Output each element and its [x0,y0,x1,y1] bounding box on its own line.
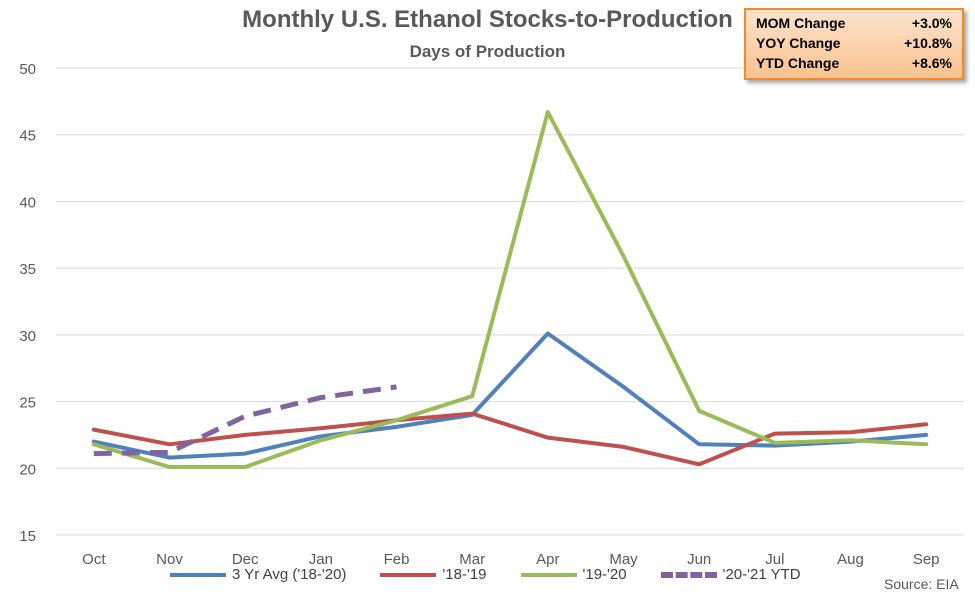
legend-swatch [520,572,577,577]
x-tick-label: Nov [156,551,183,568]
chart-subtitle: Days of Production [409,42,566,61]
legend-item-3yr-avg: 3 Yr Avg ('18-'20) [170,566,346,583]
x-tick-label: Jan [309,551,333,568]
legend-label: '19-'20 [582,566,627,583]
x-tick-label: Mar [459,551,485,568]
series-line-0 [91,331,929,460]
x-tick-label: Apr [536,551,559,568]
source-note: Source: EIA [884,576,959,592]
chart-title: Monthly U.S. Ethanol Stocks-to-Productio… [242,6,733,33]
legend-label: '18-'19 [442,566,487,583]
chart-legend: 3 Yr Avg ('18-'20) '18-'19 '19-'20 '20-'… [170,566,835,583]
x-tick-label: May [609,551,638,568]
y-tick-label: 40 [19,194,36,211]
y-tick-label: 15 [19,528,36,545]
x-tick-label: Sep [913,551,940,568]
legend-item-18-19: '18-'19 [380,566,487,583]
legend-item-20-21-ytd: '20-'21 YTD [660,566,801,583]
x-tick-label: Dec [232,551,259,568]
y-tick-label: 45 [19,128,36,145]
series-line-3 [93,384,397,457]
legend-swatch [380,572,437,577]
legend-swatch [170,572,226,577]
y-tick-label: 20 [19,461,36,478]
stat-row-yoy: YOY Change +10.8% [756,33,952,53]
stats-box: MOM Change +3.0% YOY Change +10.8% YTD C… [744,8,964,80]
stat-label: YOY Change [756,35,841,51]
legend-item-19-20: '19-'20 [520,566,627,583]
x-tick-label: Oct [82,551,106,568]
y-tick-label: 50 [19,61,36,78]
legend-swatch [660,571,717,578]
x-tick-label: Jun [687,551,711,568]
stat-row-mom: MOM Change +3.0% [756,13,952,33]
x-tick-label: Aug [837,551,864,568]
series-line-1 [91,411,929,467]
x-tick-label: Feb [384,551,410,568]
stat-label: MOM Change [756,15,846,31]
series-line-2 [91,110,929,469]
stat-value: +8.6% [911,55,952,71]
y-tick-label: 25 [19,395,36,412]
stat-row-ytd: YTD Change +8.6% [756,53,952,73]
x-tick-label: Jul [765,551,784,568]
y-tick-label: 35 [19,261,36,278]
stat-value: +10.8% [904,35,952,51]
stat-label: YTD Change [756,55,840,71]
legend-label: 3 Yr Avg ('18-'20) [232,566,347,583]
stat-value: +3.0% [911,15,952,31]
legend-label: '20-'21 YTD [722,566,801,583]
y-tick-label: 30 [19,328,36,345]
